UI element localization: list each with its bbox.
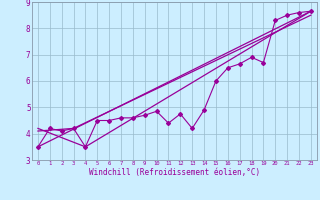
X-axis label: Windchill (Refroidissement éolien,°C): Windchill (Refroidissement éolien,°C): [89, 168, 260, 177]
